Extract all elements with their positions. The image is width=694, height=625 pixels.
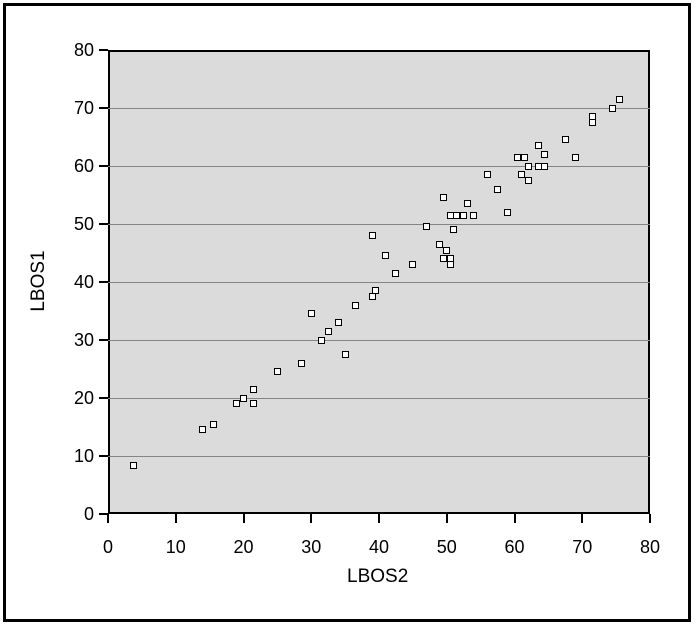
data-point-marker bbox=[324, 327, 332, 335]
y-gridline bbox=[108, 107, 650, 109]
data-point-marker bbox=[392, 269, 400, 277]
data-point-marker bbox=[439, 255, 447, 263]
data-point-marker bbox=[524, 177, 532, 184]
data-point-marker bbox=[517, 171, 525, 179]
x-tick-label: 0 bbox=[102, 537, 113, 557]
data-point-marker bbox=[571, 153, 579, 161]
y-gridline bbox=[108, 281, 650, 283]
data-point-marker bbox=[463, 200, 471, 208]
y-axis-tick bbox=[99, 223, 108, 225]
data-point-marker bbox=[250, 385, 258, 393]
data-point-marker bbox=[439, 194, 447, 202]
y-axis-tick bbox=[99, 455, 108, 457]
x-axis-tick bbox=[310, 514, 313, 523]
x-axis-tick bbox=[107, 514, 109, 523]
data-point-marker bbox=[351, 301, 359, 309]
y-axis-tick bbox=[99, 49, 108, 51]
y-axis-title: LBOS1 bbox=[28, 250, 49, 312]
data-point-marker bbox=[524, 162, 532, 170]
data-point-marker bbox=[541, 162, 549, 170]
x-tick-label: 30 bbox=[301, 537, 322, 557]
y-tick-label: 50 bbox=[73, 214, 94, 234]
data-point-marker bbox=[521, 153, 529, 161]
y-axis-tick bbox=[99, 107, 108, 109]
x-axis-tick bbox=[513, 514, 516, 523]
x-tick-label: 70 bbox=[572, 537, 593, 557]
y-gridline bbox=[108, 455, 650, 457]
x-tick-label: 60 bbox=[504, 537, 525, 557]
y-axis-tick bbox=[99, 513, 108, 515]
data-point-marker bbox=[504, 208, 512, 216]
data-point-marker bbox=[470, 211, 478, 219]
y-axis-tick bbox=[99, 281, 108, 283]
x-axis-title: LBOS2 bbox=[347, 566, 409, 587]
data-point-marker bbox=[422, 223, 430, 231]
x-tick-label: 50 bbox=[436, 537, 457, 557]
data-point-marker bbox=[199, 426, 207, 434]
y-axis-tick bbox=[99, 339, 108, 341]
y-tick-label: 40 bbox=[73, 272, 94, 292]
y-tick-label: 80 bbox=[73, 40, 94, 60]
data-point-marker bbox=[317, 336, 325, 344]
data-point-marker bbox=[446, 261, 454, 269]
data-point-marker bbox=[450, 226, 458, 234]
data-point-marker bbox=[250, 400, 258, 408]
y-gridline bbox=[108, 223, 650, 225]
y-tick-label: 20 bbox=[73, 388, 94, 408]
data-point-marker bbox=[609, 104, 617, 112]
data-point-marker bbox=[561, 136, 569, 144]
data-point-marker bbox=[240, 394, 247, 402]
y-axis-tick bbox=[99, 397, 108, 399]
data-point-marker bbox=[129, 462, 137, 470]
data-point-marker bbox=[541, 150, 549, 158]
y-tick-label: 60 bbox=[73, 156, 94, 176]
data-point-marker bbox=[341, 351, 349, 358]
data-point-marker bbox=[494, 185, 502, 193]
y-gridline bbox=[108, 339, 650, 341]
data-point-marker bbox=[409, 261, 417, 269]
data-point-marker bbox=[382, 252, 390, 260]
data-point-marker bbox=[460, 211, 468, 219]
data-point-marker bbox=[616, 95, 623, 103]
x-axis-tick bbox=[174, 514, 177, 523]
x-axis-tick bbox=[581, 514, 584, 523]
y-tick-label: 0 bbox=[83, 504, 94, 524]
x-tick-label: 20 bbox=[233, 537, 254, 557]
y-tick-label: 10 bbox=[73, 446, 94, 466]
x-axis-tick bbox=[242, 514, 245, 523]
data-point-marker bbox=[209, 420, 217, 428]
x-axis-tick bbox=[445, 514, 448, 523]
x-tick-label: 80 bbox=[639, 537, 661, 557]
x-axis-tick bbox=[378, 514, 380, 523]
data-point-marker bbox=[453, 211, 461, 219]
data-point-marker bbox=[297, 359, 305, 367]
x-tick-label: 10 bbox=[165, 537, 186, 557]
data-point-marker bbox=[483, 171, 491, 179]
data-point-marker bbox=[534, 142, 542, 150]
y-gridline bbox=[108, 397, 650, 399]
x-tick-label: 40 bbox=[368, 537, 390, 557]
data-point-marker bbox=[307, 310, 315, 318]
data-point-marker bbox=[334, 319, 342, 327]
data-point-marker bbox=[368, 232, 376, 240]
y-gridline bbox=[108, 165, 650, 167]
data-point-marker bbox=[588, 119, 596, 126]
data-point-marker bbox=[372, 287, 380, 295]
data-point-marker bbox=[436, 240, 444, 248]
data-point-marker bbox=[443, 246, 451, 254]
y-tick-label: 70 bbox=[73, 98, 94, 118]
data-point-marker bbox=[534, 162, 542, 170]
data-point-marker bbox=[233, 400, 241, 408]
x-axis-tick bbox=[649, 514, 651, 523]
y-tick-label: 30 bbox=[73, 330, 94, 350]
data-point-marker bbox=[514, 153, 522, 161]
y-axis-tick bbox=[99, 165, 108, 167]
data-point-marker bbox=[446, 211, 454, 219]
data-point-marker bbox=[273, 368, 281, 376]
